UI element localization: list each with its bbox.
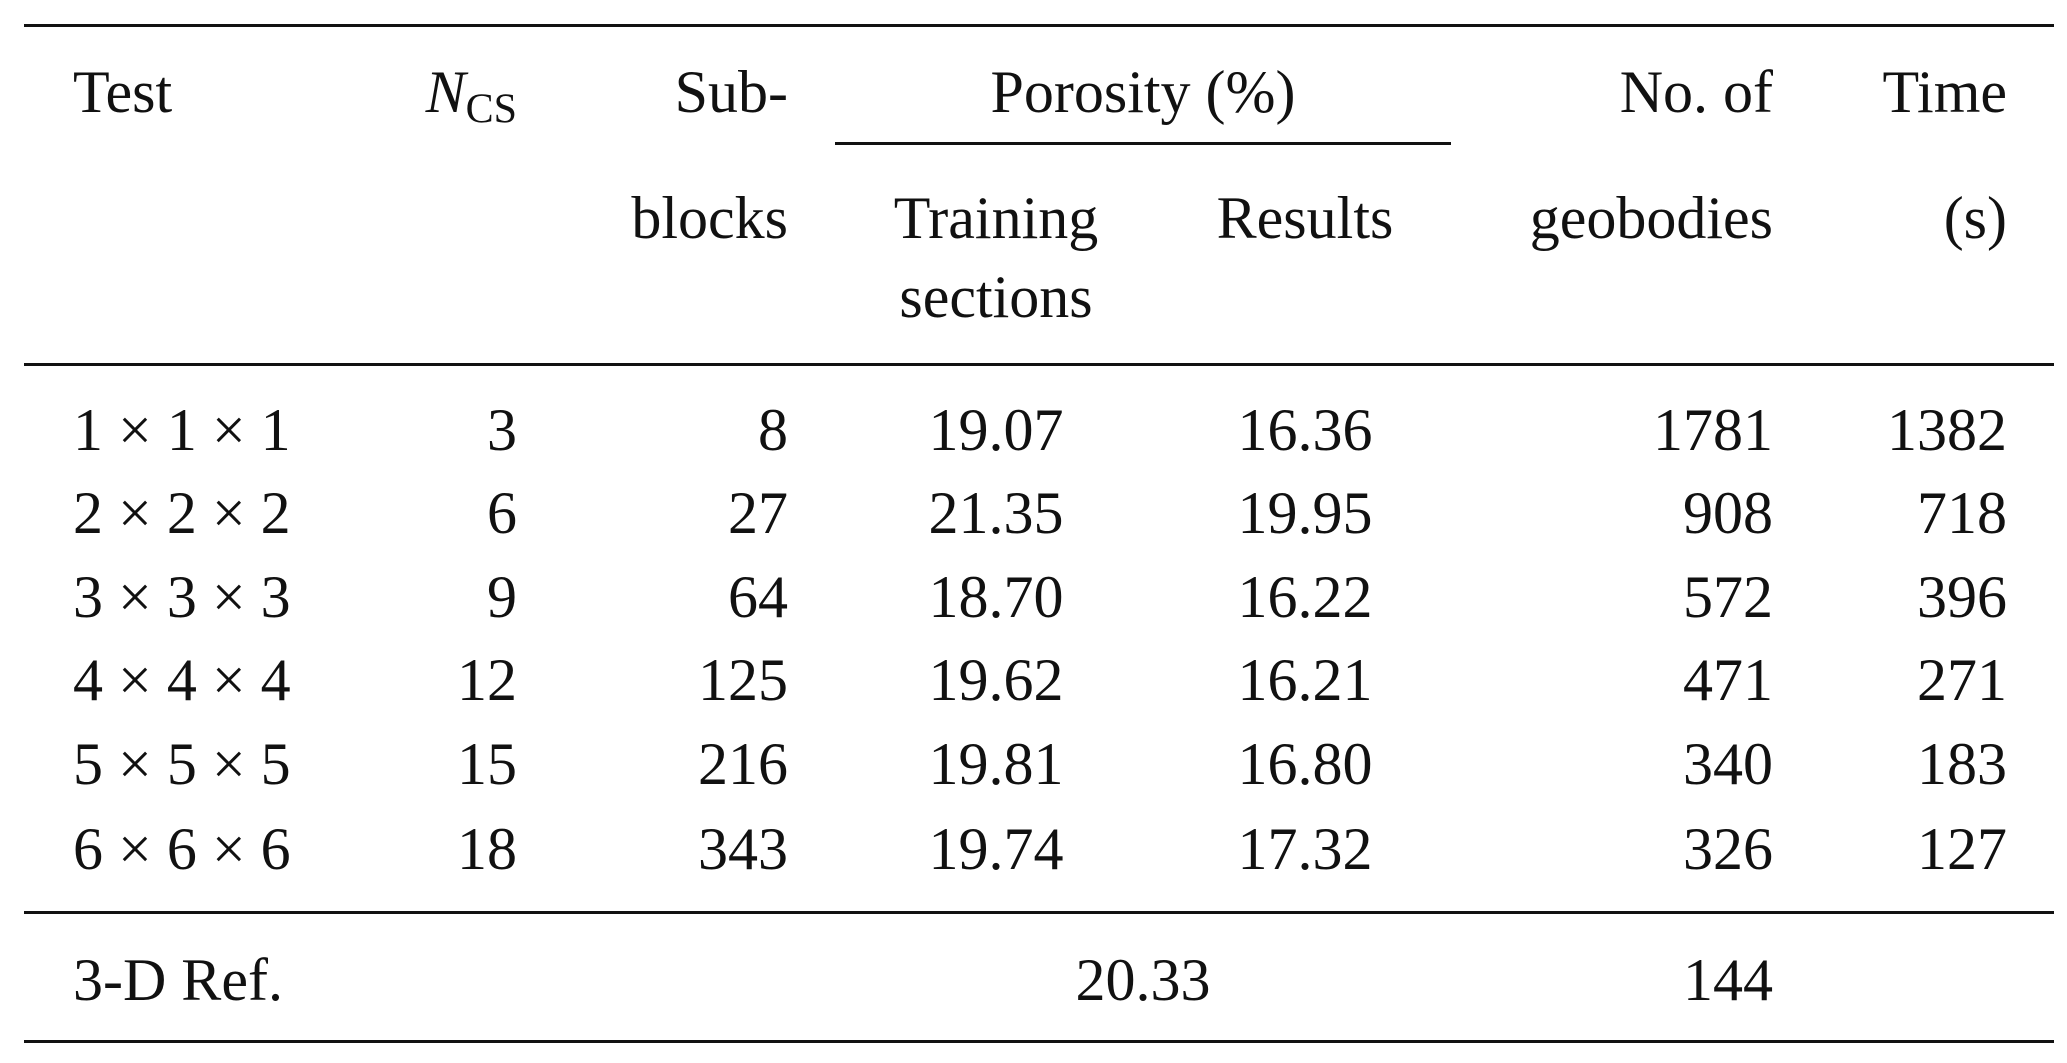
top-rule: [24, 24, 2054, 27]
reference-rule: [24, 911, 2054, 914]
reference-porosity: 20.33: [1075, 947, 1211, 1013]
cell-training: 19.62: [928, 647, 1064, 713]
cell-training: 19.81: [928, 731, 1064, 797]
cell-test: 3 × 3 × 3: [73, 564, 291, 630]
cell-subblocks: 64: [728, 564, 788, 630]
porosity-group-rule: [835, 142, 1451, 145]
header-ncs-sub: CS: [465, 86, 517, 133]
cell-time: 396: [1917, 564, 2007, 630]
header-porosity-group: Porosity (%): [990, 59, 1296, 125]
cell-ncs: 18: [457, 816, 517, 882]
header-geobodies-2: geobodies: [1529, 185, 1773, 251]
cell-test: 4 × 4 × 4: [73, 647, 291, 713]
cell-time: 1382: [1887, 397, 2007, 463]
cell-geobodies: 572: [1683, 564, 1773, 630]
cell-results: 16.36: [1237, 397, 1373, 463]
header-ncs: NCS: [426, 62, 517, 131]
cell-subblocks: 216: [698, 731, 788, 797]
header-rule: [24, 363, 2054, 366]
header-ncs-main: N: [425, 59, 466, 125]
cell-training: 19.74: [928, 816, 1064, 882]
header-subblocks-1: Sub-: [674, 59, 788, 125]
reference-geobodies: 144: [1683, 947, 1773, 1013]
cell-test: 2 × 2 × 2: [73, 480, 291, 546]
bottom-rule: [24, 1040, 2054, 1043]
reference-label: 3-D Ref.: [73, 947, 283, 1013]
cell-subblocks: 27: [728, 480, 788, 546]
cell-ncs: 9: [487, 564, 517, 630]
cell-time: 183: [1917, 731, 2007, 797]
cell-results: 17.32: [1237, 816, 1373, 882]
cell-results: 16.80: [1237, 731, 1373, 797]
cell-ncs: 12: [457, 647, 517, 713]
header-time-1: Time: [1882, 59, 2007, 125]
header-training-1: Training: [893, 185, 1099, 251]
cell-ncs: 3: [487, 397, 517, 463]
cell-geobodies: 340: [1683, 731, 1773, 797]
cell-results: 16.21: [1237, 647, 1373, 713]
cell-test: 1 × 1 × 1: [73, 397, 291, 463]
header-geobodies-1: No. of: [1619, 59, 1773, 125]
header-training-2: sections: [899, 264, 1093, 330]
cell-subblocks: 8: [758, 397, 788, 463]
cell-time: 127: [1917, 816, 2007, 882]
cell-training: 18.70: [928, 564, 1064, 630]
cell-geobodies: 908: [1683, 480, 1773, 546]
cell-results: 19.95: [1237, 480, 1373, 546]
header-test: Test: [73, 59, 173, 125]
cell-time: 718: [1917, 480, 2007, 546]
cell-test: 5 × 5 × 5: [73, 731, 291, 797]
cell-ncs: 15: [457, 731, 517, 797]
cell-test: 6 × 6 × 6: [73, 816, 291, 882]
cell-results: 16.22: [1237, 564, 1373, 630]
header-results: Results: [1216, 185, 1394, 251]
cell-geobodies: 471: [1683, 647, 1773, 713]
cell-geobodies: 1781: [1653, 397, 1773, 463]
cell-training: 21.35: [928, 480, 1064, 546]
cell-ncs: 6: [487, 480, 517, 546]
cell-time: 271: [1917, 647, 2007, 713]
cell-subblocks: 343: [698, 816, 788, 882]
header-subblocks-2: blocks: [631, 185, 788, 251]
cell-training: 19.07: [928, 397, 1064, 463]
cell-subblocks: 125: [698, 647, 788, 713]
cell-geobodies: 326: [1683, 816, 1773, 882]
header-time-2: (s): [1943, 185, 2007, 251]
